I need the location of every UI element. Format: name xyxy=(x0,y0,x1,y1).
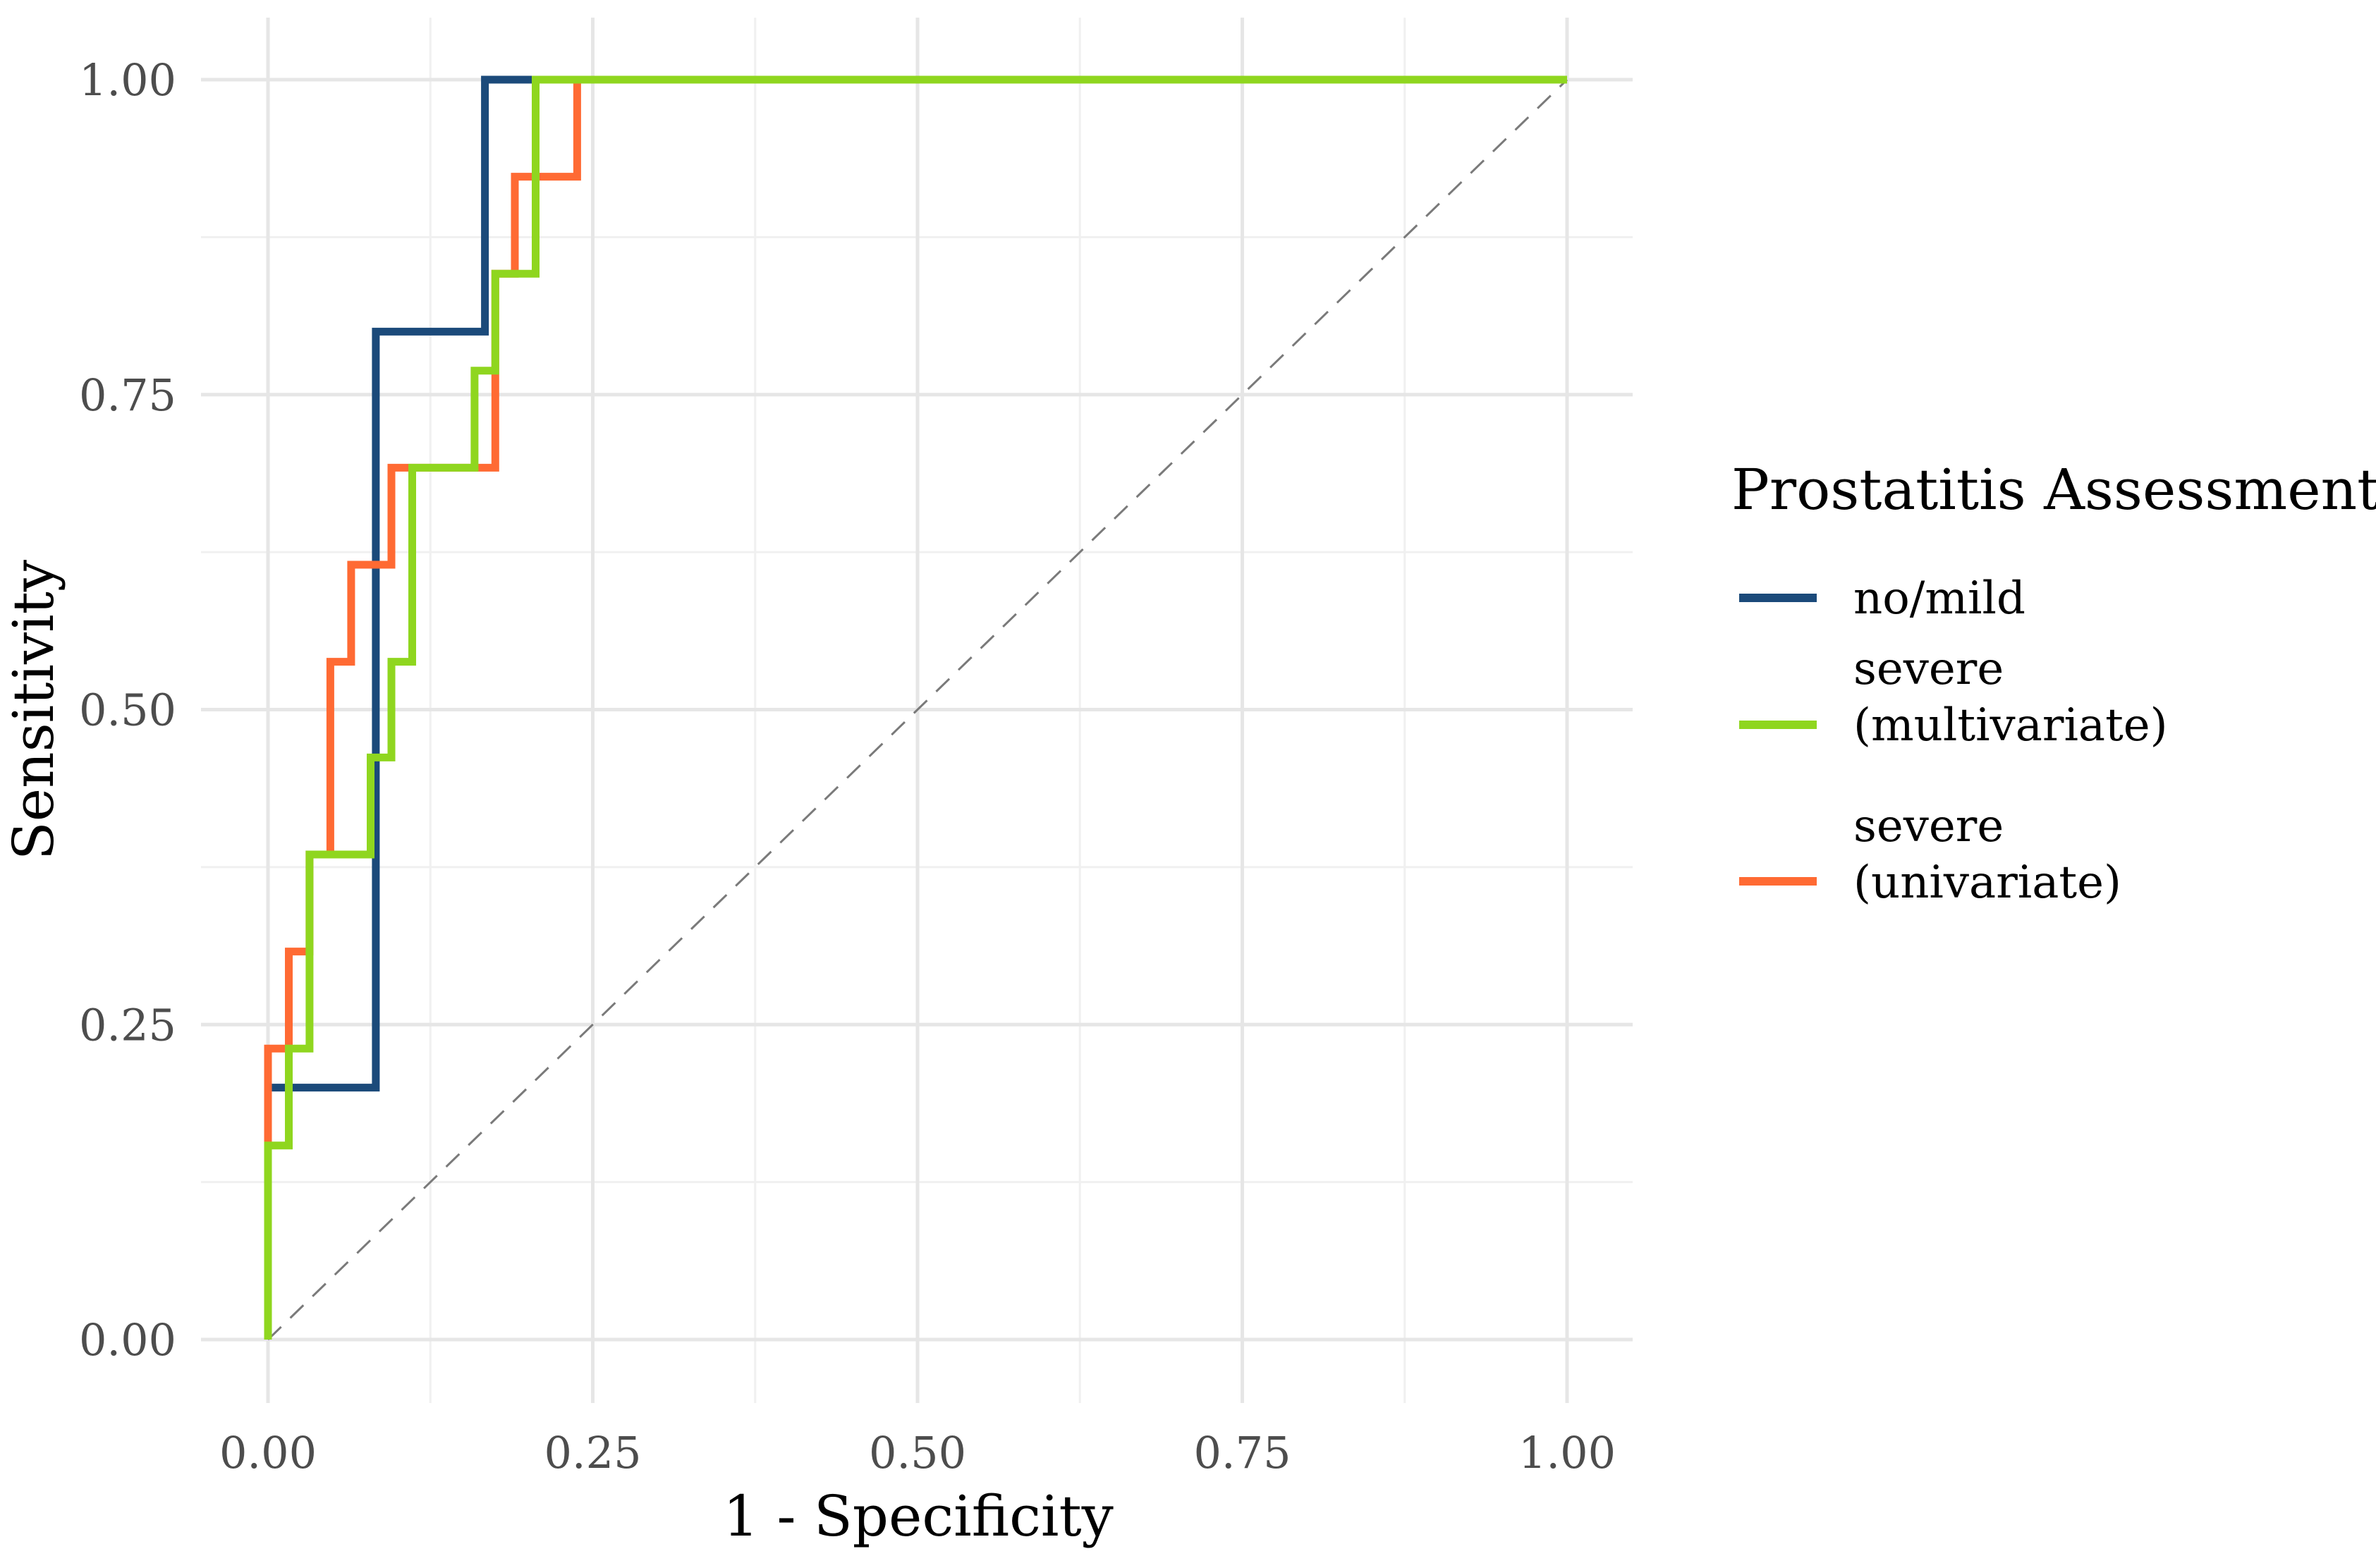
roc-curves xyxy=(264,75,1567,1340)
legend-label-no-mild: no/mild xyxy=(1853,572,2025,625)
y-tick-label: 0.50 xyxy=(79,685,176,736)
legend-label-severe-multivariate: severe xyxy=(1853,643,2004,695)
legend-items: no/mildsevere(multivariate)severe(univar… xyxy=(1739,572,2168,909)
x-tick-label: 1.00 xyxy=(1518,1427,1616,1478)
x-tick-label: 0.00 xyxy=(219,1427,317,1478)
legend: Prostatitis Assessment no/mildsevere(mul… xyxy=(1731,457,2376,909)
y-tick-label: 0.00 xyxy=(79,1314,176,1366)
legend-label-severe-univariate: (univariate) xyxy=(1853,857,2121,909)
roc-curve-severe-multivariate xyxy=(264,75,1567,1340)
y-tick-label: 0.75 xyxy=(79,369,176,421)
x-tick-label: 0.25 xyxy=(544,1427,641,1478)
legend-label-severe-univariate: severe xyxy=(1853,800,2004,852)
y-axis-ticks: 0.00 0.25 0.50 0.75 1.00 xyxy=(79,54,176,1366)
legend-label-severe-multivariate: (multivariate) xyxy=(1853,699,2168,752)
x-tick-label: 0.50 xyxy=(869,1427,966,1478)
legend-title: Prostatitis Assessment xyxy=(1731,457,2376,522)
x-tick-label: 0.75 xyxy=(1193,1427,1291,1478)
y-tick-label: 1.00 xyxy=(79,54,176,106)
y-axis-title: Sensitivity xyxy=(1,560,66,860)
x-axis-title: 1 - Specificity xyxy=(723,1483,1114,1549)
roc-curve-severe-univariate xyxy=(264,75,1567,1340)
x-axis-ticks: 0.00 0.25 0.50 0.75 1.00 xyxy=(219,1427,1616,1478)
reference-diagonal-line xyxy=(267,78,1568,1341)
y-tick-label: 0.25 xyxy=(79,999,176,1051)
